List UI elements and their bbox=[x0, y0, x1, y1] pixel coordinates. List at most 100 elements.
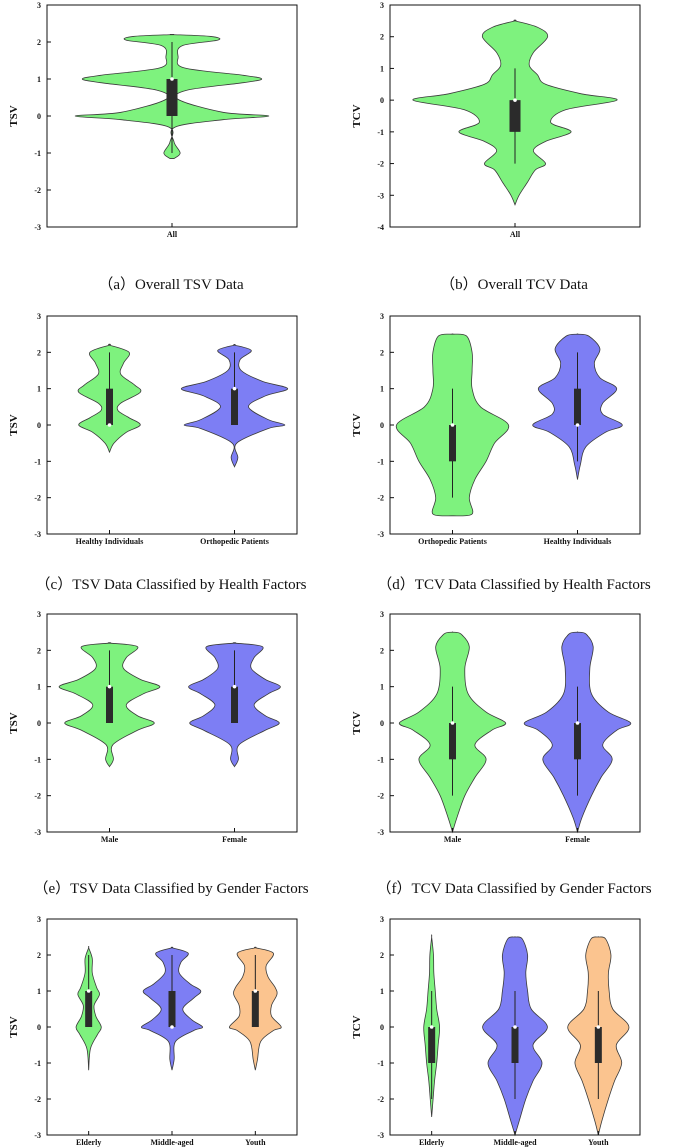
median-middle-aged bbox=[513, 1025, 517, 1029]
x-tick-label: Healthy Individuals bbox=[544, 537, 612, 546]
box-middle-aged bbox=[511, 1027, 519, 1063]
y-tick-label: 1 bbox=[380, 683, 384, 692]
median-elderly bbox=[429, 1025, 434, 1029]
y-tick-label: -1 bbox=[377, 128, 384, 137]
violin-chart-e: -3 -2 -1 0 1 2 3 Male Female TSV bbox=[8, 610, 298, 844]
median-male bbox=[450, 721, 455, 725]
x-tick-label: Male bbox=[101, 835, 119, 844]
y-tick-label: 1 bbox=[380, 64, 384, 73]
panel-b: -4 -3 -2 -1 0 1 2 3 All TCV bbox=[343, 0, 685, 248]
y-tick-label: -3 bbox=[377, 1131, 384, 1140]
y-tick-label: 3 bbox=[380, 1, 384, 10]
y-tick-label: 3 bbox=[37, 610, 41, 619]
caption-c: （c）TSV Data Classified by Health Factors bbox=[35, 577, 307, 593]
x-tick-label: Youth bbox=[588, 1138, 609, 1147]
y-tick-label: 0 bbox=[37, 112, 41, 121]
caption-e: （e）TSV Data Classified by Gender Factors bbox=[33, 881, 309, 897]
y-tick-label: -1 bbox=[34, 457, 41, 466]
y-tick-label: 2 bbox=[380, 33, 384, 42]
median-female bbox=[575, 721, 580, 725]
y-tick-label: -1 bbox=[34, 1059, 41, 1068]
y-tick-label: 1 bbox=[380, 385, 384, 394]
box-female bbox=[574, 723, 581, 760]
panel-c: -3 -2 -1 0 1 2 3 Healthy Individuals Orthopedic … bbox=[0, 308, 342, 548]
y-tick-label: -3 bbox=[34, 1131, 41, 1140]
y-tick-label: 3 bbox=[380, 610, 384, 619]
y-axis-label: TCV bbox=[351, 413, 363, 436]
panel-h: -3 -2 -1 0 1 2 3 Elderly Middle-aged Youth TCV bbox=[343, 908, 685, 1147]
y-tick-label: -3 bbox=[377, 191, 384, 200]
y-tick-label: -4 bbox=[377, 223, 384, 232]
x-tick-label: Male bbox=[444, 835, 462, 844]
y-axis-label: TSV bbox=[8, 414, 20, 435]
median-healthy-individuals bbox=[575, 423, 580, 427]
x-tick-label: Middle-aged bbox=[493, 1138, 537, 1147]
y-tick-label: -3 bbox=[34, 530, 41, 539]
box-male bbox=[449, 723, 456, 760]
panel-a: -3 -2 -1 0 1 2 3 All TSV bbox=[0, 0, 342, 248]
y-tick-label: -3 bbox=[377, 828, 384, 837]
y-tick-label: 0 bbox=[380, 96, 384, 105]
y-tick-label: -2 bbox=[34, 186, 41, 195]
box-male bbox=[106, 686, 113, 723]
y-tick-label: 2 bbox=[37, 38, 41, 47]
y-axis-label: TSV bbox=[8, 105, 20, 126]
x-tick-label: All bbox=[167, 230, 178, 239]
y-tick-label: 3 bbox=[37, 1, 41, 10]
y-tick-label: 1 bbox=[37, 75, 41, 84]
y-axis-label: TSV bbox=[8, 1016, 20, 1037]
box-elderly bbox=[85, 991, 93, 1027]
y-tick-label: 0 bbox=[37, 421, 41, 430]
y-tick-label: 1 bbox=[37, 683, 41, 692]
y-tick-label: 2 bbox=[37, 951, 41, 960]
y-tick-label: 2 bbox=[380, 646, 384, 655]
y-tick-label: -2 bbox=[377, 494, 384, 503]
box-youth bbox=[251, 991, 259, 1027]
x-tick-label: Orthopedic Patients bbox=[418, 537, 487, 546]
x-tick-label: Youth bbox=[245, 1138, 266, 1147]
violin-chart-h: -3 -2 -1 0 1 2 3 Elderly Middle-aged Youth TCV bbox=[351, 915, 641, 1147]
x-tick-label: All bbox=[510, 230, 521, 239]
y-tick-label: 1 bbox=[380, 987, 384, 996]
y-tick-label: -1 bbox=[34, 149, 41, 158]
median-male bbox=[107, 684, 112, 689]
y-tick-label: 2 bbox=[380, 951, 384, 960]
median-orthopedic-patients bbox=[232, 386, 237, 391]
x-tick-label: Female bbox=[565, 835, 590, 844]
violin-chart-b: -4 -3 -2 -1 0 1 2 3 All TCV bbox=[351, 1, 641, 239]
box-orthopedic-patients bbox=[449, 425, 456, 462]
x-tick-label: Female bbox=[222, 835, 247, 844]
y-tick-label: 3 bbox=[380, 915, 384, 924]
y-tick-label: -2 bbox=[377, 160, 384, 169]
x-tick-label: Orthopedic Patients bbox=[200, 537, 269, 546]
caption-a: （a）Overall TSV Data bbox=[98, 277, 244, 293]
y-tick-label: -1 bbox=[377, 457, 384, 466]
panel-g: -3 -2 -1 0 1 2 3 Elderly Middle-aged Youth TSV bbox=[0, 908, 342, 1147]
median-youth bbox=[253, 989, 258, 993]
x-tick-label: Elderly bbox=[76, 1138, 101, 1147]
y-tick-label: 0 bbox=[37, 719, 41, 728]
violin-chart-f: -3 -2 -1 0 1 2 3 Male Female TCV bbox=[351, 610, 641, 844]
box-youth bbox=[594, 1027, 602, 1063]
y-tick-label: 1 bbox=[37, 987, 41, 996]
x-tick-label: Middle-aged bbox=[150, 1138, 194, 1147]
y-tick-label: -1 bbox=[34, 755, 41, 764]
median-all bbox=[513, 98, 517, 102]
y-tick-label: 3 bbox=[380, 312, 384, 321]
x-tick-label: Elderly bbox=[419, 1138, 444, 1147]
violin-chart-g: -3 -2 -1 0 1 2 3 Elderly Middle-aged Youth TSV bbox=[8, 915, 298, 1147]
y-tick-label: -3 bbox=[377, 530, 384, 539]
caption-d: （d）TCV Data Classified by Health Factors bbox=[377, 577, 651, 593]
y-tick-label: -1 bbox=[377, 1059, 384, 1068]
y-tick-label: 0 bbox=[37, 1023, 41, 1032]
y-tick-label: -3 bbox=[34, 828, 41, 837]
median-all bbox=[170, 77, 174, 81]
y-tick-label: 0 bbox=[380, 1023, 384, 1032]
box-middle-aged bbox=[168, 991, 176, 1027]
box-healthy-individuals bbox=[106, 388, 113, 425]
box-healthy-individuals bbox=[574, 388, 581, 425]
box-all bbox=[509, 100, 521, 132]
caption-f: （f）TCV Data Classified by Gender Factors bbox=[376, 881, 652, 897]
y-tick-label: 3 bbox=[37, 915, 41, 924]
caption-b: （b）Overall TCV Data bbox=[440, 277, 588, 293]
